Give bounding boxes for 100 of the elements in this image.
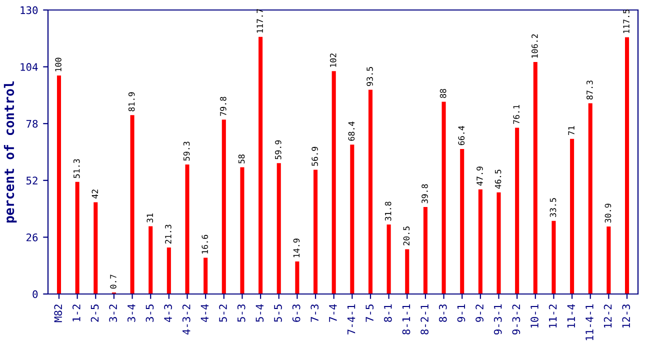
x-tick-label: 9-1: [457, 304, 466, 322]
x-tick-label: 3-5: [146, 304, 154, 322]
data-label: 81.9: [128, 92, 135, 112]
x-tick-label: M82: [54, 304, 62, 322]
bar: [460, 148, 464, 294]
data-label: 76.1: [513, 104, 520, 124]
data-label: 39.8: [422, 184, 428, 204]
data-label: 0.7: [110, 274, 116, 289]
x-tick-label: 12-3: [622, 304, 630, 328]
bar: [94, 202, 98, 294]
bar: [496, 192, 501, 294]
data-label: 21.3: [165, 224, 172, 244]
data-label: 42: [92, 190, 98, 199]
data-label: 71: [568, 126, 574, 136]
data-label: 46.5: [494, 170, 502, 189]
data-label: 68.4: [348, 122, 355, 141]
x-tick-label: 2-5: [90, 304, 99, 322]
bar: [148, 226, 153, 294]
data-label: 56.9: [312, 146, 318, 166]
data-label: 59.3: [183, 142, 190, 161]
bar: [222, 120, 226, 294]
bar: [130, 115, 134, 294]
bar: [570, 138, 574, 294]
data-label: 59.9: [275, 140, 282, 160]
y-tick-label: 26: [26, 233, 38, 242]
y-axis-title: percent of control: [4, 81, 17, 223]
x-tick-label: 12-2: [604, 304, 612, 328]
x-tick-label: 9-3-2: [512, 304, 520, 334]
bar: [166, 247, 171, 294]
data-label: 47.9: [476, 166, 483, 186]
bar: [368, 90, 372, 294]
x-tick-label: 8-1-1: [402, 304, 410, 334]
x-tick-label: 4-3: [164, 304, 172, 322]
bar: [533, 62, 538, 294]
x-tick-label: 11-2: [548, 304, 557, 328]
x-tick-label: 9-3-1: [494, 304, 502, 334]
x-tick-label: 6-3: [292, 304, 300, 322]
x-tick-label: 5-4: [256, 304, 264, 322]
x-tick-label: 5-2: [219, 304, 227, 322]
bar: [314, 170, 318, 294]
y-tick-label: 130: [20, 6, 38, 14]
data-label: 31.8: [384, 202, 392, 221]
bar: [332, 71, 336, 294]
x-tick-label: 9-2: [476, 304, 484, 322]
bar: [588, 103, 592, 294]
bar: [204, 258, 208, 294]
data-label: 93.5: [366, 67, 373, 86]
x-tick-label: 8-2-1: [420, 304, 429, 334]
bar: [405, 249, 410, 294]
x-tick-label: 11-4-1: [586, 304, 594, 340]
bar: [295, 261, 300, 294]
bar: [56, 76, 62, 294]
y-tick-label: 78: [26, 120, 38, 128]
data-label: 88: [440, 88, 446, 98]
data-label: 14.9: [293, 238, 300, 258]
x-tick-label: 8-1: [384, 304, 392, 322]
bar: [515, 128, 520, 294]
data-label: 51.3: [73, 159, 80, 178]
data-label: 30.9: [604, 204, 612, 223]
bar: [240, 167, 244, 294]
data-label: 20.5: [403, 226, 410, 246]
x-tick-label: 3-2: [109, 304, 118, 322]
x-tick-label: 8-3: [438, 304, 447, 322]
data-label: 58: [238, 154, 245, 164]
y-tick-label: 0: [32, 290, 38, 298]
data-label: 117.7: [256, 9, 263, 33]
bar: [350, 144, 354, 294]
bar: [442, 102, 446, 294]
bar: [258, 36, 263, 294]
bar: [276, 163, 281, 294]
data-label: 100: [55, 58, 62, 72]
y-tick-label: 104: [20, 63, 38, 71]
bar: [423, 207, 428, 294]
x-tick-label: 7-3: [310, 304, 319, 322]
bar: [386, 224, 391, 294]
x-tick-label: 4-4: [200, 304, 208, 322]
bar: [75, 182, 80, 294]
data-label: 16.6: [202, 234, 208, 254]
data-label: 117.5: [623, 10, 630, 34]
x-tick-label: 4-3-2: [182, 304, 190, 335]
bar: [624, 37, 630, 294]
data-label: 66.4: [458, 126, 465, 146]
data-label: 106.2: [532, 34, 538, 58]
data-label: 79.8: [220, 96, 226, 116]
bar: [606, 226, 611, 294]
y-tick-label: 52: [26, 176, 38, 185]
bar: [478, 189, 482, 294]
x-tick-label: 3-4: [127, 304, 136, 322]
x-tick-label: 5-3: [237, 304, 246, 322]
data-label: 102: [330, 54, 336, 67]
x-tick-label: 11-4: [567, 304, 575, 328]
data-label: 87.3: [586, 80, 593, 100]
bar: [552, 220, 556, 294]
x-tick-label: 1-2: [72, 304, 80, 322]
data-label: 33.5: [550, 198, 556, 217]
bar: [185, 164, 190, 294]
x-tick-label: 7-4-1: [347, 304, 356, 334]
x-tick-label: 7-5: [366, 304, 374, 322]
x-tick-label: 7-4: [329, 304, 337, 322]
data-label: 31: [146, 214, 154, 222]
